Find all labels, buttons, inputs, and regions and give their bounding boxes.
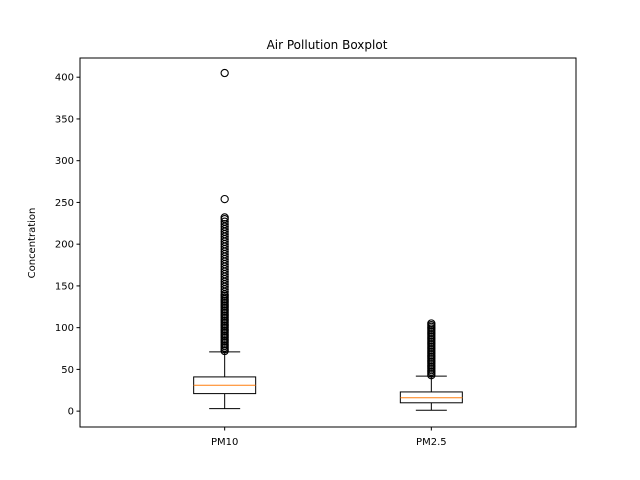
y-tick-label: 0 xyxy=(68,407,74,418)
y-axis-label: Concentration xyxy=(27,208,38,279)
y-tick-label: 100 xyxy=(55,323,74,334)
outlier-point xyxy=(220,194,229,204)
x-axis: PM10 PM2.5 xyxy=(211,427,447,448)
y-tick-label: 50 xyxy=(61,365,74,376)
y-tick-label: 400 xyxy=(55,73,74,84)
box-group-pm25 xyxy=(399,319,463,411)
y-tick-label: 200 xyxy=(55,240,74,251)
y-axis: 0 50 100 150 200 250 300 350 400 xyxy=(55,73,80,418)
chart-title: Air Pollution Boxplot xyxy=(267,38,388,52)
y-tick-label: 250 xyxy=(55,198,74,209)
plot-frame xyxy=(79,57,577,428)
y-tick-label: 300 xyxy=(55,156,74,167)
y-tick-label: 150 xyxy=(55,281,74,292)
x-tick-label: PM2.5 xyxy=(416,437,447,448)
y-tick-label: 350 xyxy=(55,114,74,125)
outlier-point xyxy=(220,213,229,222)
outlier-point xyxy=(220,217,229,226)
outlier-point xyxy=(220,68,229,78)
outlier-point xyxy=(427,319,436,328)
x-tick-label: PM10 xyxy=(211,437,238,448)
box-group-pm10 xyxy=(193,68,257,410)
plot-area xyxy=(193,68,463,411)
